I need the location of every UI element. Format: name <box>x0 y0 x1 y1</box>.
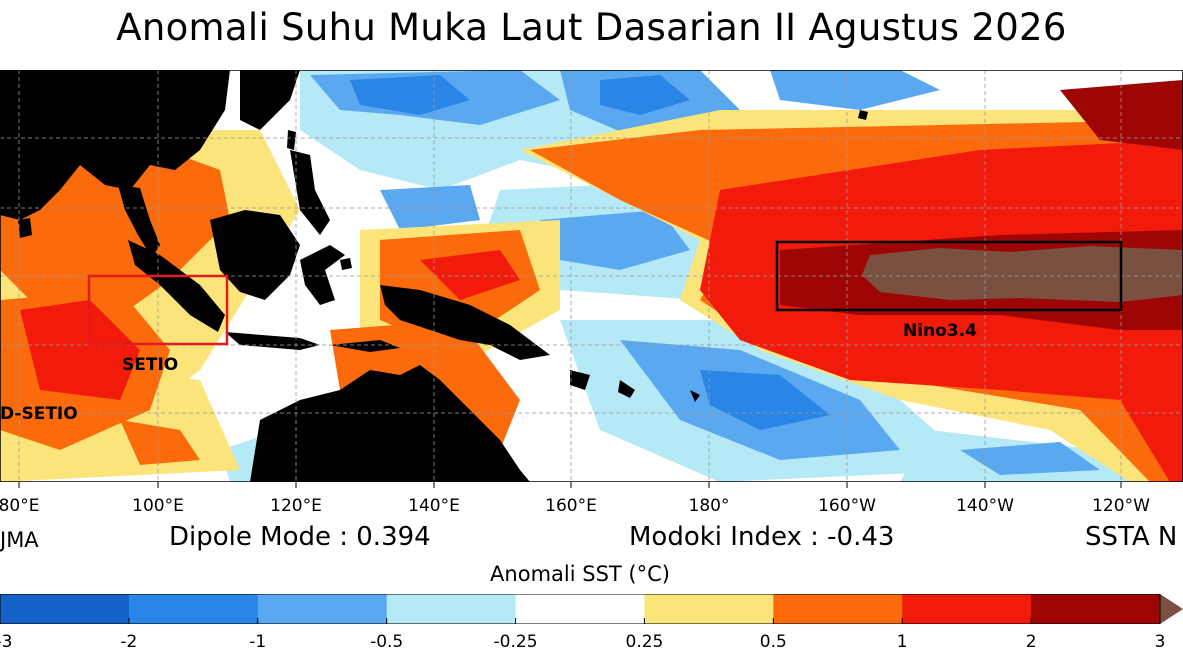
colorbar <box>0 594 1183 624</box>
colorbar-tick-label: -2 <box>120 632 138 652</box>
philippines <box>290 150 330 235</box>
sulawesi <box>300 245 345 305</box>
lon-label-140w: 140°W <box>956 496 1014 516</box>
lon-label-100e: 100°E <box>132 496 184 516</box>
region-label-setio: SETIO <box>122 355 178 375</box>
strong-negative-anomaly-areas <box>350 75 830 430</box>
colorbar-tick-label: -0.5 <box>370 632 404 652</box>
colorbar-segment <box>644 594 774 624</box>
colorbar-segment <box>386 594 517 624</box>
region-label-dsetio: D-SETIO <box>0 404 78 424</box>
mainland-asia <box>0 70 230 220</box>
region-label-nino34: Nino3.4 <box>903 321 977 341</box>
modoki-index: Modoki Index : -0.43 <box>629 522 895 552</box>
colorbar-tick-label: 0.5 <box>759 632 787 652</box>
nino34-region-box <box>775 240 1123 312</box>
longitude-ticks <box>18 482 1122 488</box>
colorbar-tick-label: 1 <box>896 632 908 652</box>
borneo <box>210 210 300 300</box>
colorbar-tick-label: 3 <box>1154 632 1166 652</box>
lon-label-120w: 120°W <box>1092 496 1150 516</box>
dipole-mode-index: Dipole Mode : 0.394 <box>169 522 431 552</box>
colorbar-tick-label: 0.25 <box>625 632 664 652</box>
colorbar-segment <box>257 594 388 624</box>
colorbar-title: Anomali SST (°C) <box>490 562 670 586</box>
setio-region-box <box>87 274 229 346</box>
lon-label-120e: 120°E <box>270 496 322 516</box>
colorbar-segment <box>902 594 1032 624</box>
colorbar-tick-label: -0.25 <box>493 632 538 652</box>
ssta-label: SSTA N <box>1085 522 1178 552</box>
lon-label-80e: 80°E <box>0 496 40 516</box>
colorbar-tick-label: -3 <box>0 632 13 652</box>
sst-anomaly-map: SETIO D-SETIO Nino3.4 <box>0 70 1183 482</box>
colorbar-extension-arrow <box>1160 594 1183 624</box>
colorbar-segment <box>1031 594 1161 624</box>
colorbar-tick-label: 2 <box>1025 632 1037 652</box>
lon-label-160e: 160°E <box>545 496 597 516</box>
colorbar-segment <box>515 594 645 624</box>
land-masses <box>0 70 868 482</box>
data-source-label: JMA <box>0 528 39 552</box>
colorbar-segment <box>128 594 259 624</box>
malay-peninsula <box>118 185 160 258</box>
map-title: Anomali Suhu Muka Laut Dasarian II Agust… <box>116 6 1067 49</box>
lon-label-180: 180° <box>688 496 730 516</box>
colorbar-segment <box>0 594 130 624</box>
lon-label-160w: 160°W <box>818 496 876 516</box>
new-guinea <box>380 285 550 360</box>
lon-label-140e: 140°E <box>408 496 460 516</box>
australia <box>250 365 530 482</box>
colorbar-tick-label: -1 <box>249 632 267 652</box>
colorbar-segment <box>773 594 903 624</box>
sumatra <box>128 240 225 332</box>
extreme-anomaly-core <box>862 246 1183 302</box>
